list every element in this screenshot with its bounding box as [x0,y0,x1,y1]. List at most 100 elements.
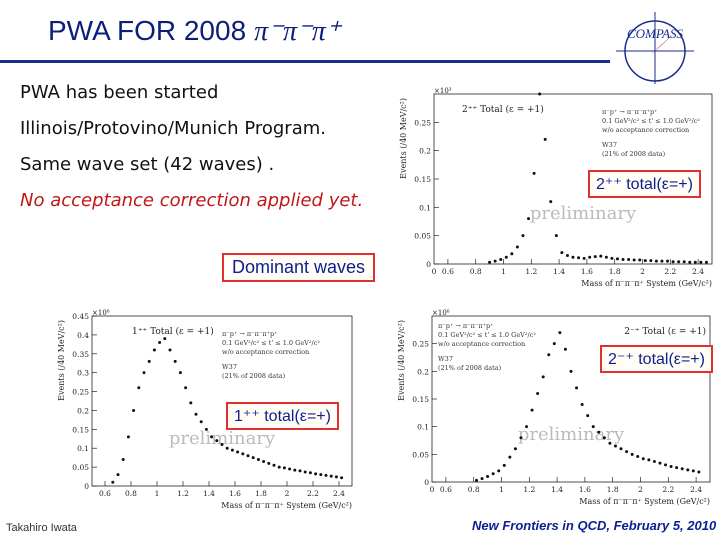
data-point [163,337,167,341]
data-point [142,371,146,375]
data-point [194,412,198,416]
y-tick-label: 0.25 [412,340,429,349]
data-point [641,457,645,461]
data-point [319,473,323,477]
y-tick-label: 0 [426,260,431,269]
data-point [525,425,529,429]
data-point [488,260,492,264]
data-point [558,331,562,335]
data-point [132,408,136,412]
y-tick-label: 0.05 [414,232,431,241]
data-point [502,463,506,467]
data-point [256,458,260,462]
plot-2mp: ×10⁶ 0 0.05 0.1 0.15 0.2 0.25 0 0.6 0.8 1 1.2 1.4 1.6… [394,306,716,512]
data-point [168,348,172,352]
x-tick-label: 2.2 [307,489,319,498]
data-point [571,255,575,259]
data-point [519,436,523,440]
data-point [549,200,553,204]
legend-entry: (21% of 2008 data) [602,150,666,158]
x-tick-label: 2.2 [662,485,674,494]
badge-2pp: 2⁺⁺ total(ε=+) [588,170,701,198]
data-point [111,480,115,484]
data-point [225,446,229,450]
data-point [680,467,684,471]
x-tick-label: 0 [432,267,437,276]
data-point [189,401,193,405]
x-axis-label: Mass of π⁻π⁻π⁺ System (GeV/c²) [221,501,352,510]
badge-2mp: 2⁻⁺ total(ε=+) [600,345,713,373]
data-point [682,260,686,264]
y-axis-label: Events (/40 MeV/c²) [399,98,408,179]
y-tick-label: 0.15 [72,425,89,434]
data-point [173,359,177,363]
data-point [552,342,556,346]
data-point [627,257,631,261]
data-point [669,465,673,469]
data-point [184,386,188,390]
y-tick-label: 0.1 [417,423,429,432]
legend-entry: 0.1 GeV²/c² ≤ t' ≤ 1.0 GeV²/c² [602,117,700,125]
data-point [204,427,208,431]
data-point [636,455,640,459]
legend-entry: w/o acceptance correction [602,126,689,134]
data-point [236,450,240,454]
x-tick-label: 2.4 [690,485,702,494]
preliminary-watermark: preliminary [169,428,276,449]
x-tick-label: 1.8 [609,267,621,276]
data-point [210,435,214,439]
data-point [619,447,623,451]
data-point [647,458,651,462]
x-tick-label: 1 [155,489,160,498]
y-tick-label: 0.45 [72,312,89,321]
y-tick-label: 0.25 [72,388,89,397]
data-point [652,460,656,464]
x-tick-label: 2.2 [664,267,676,276]
data-point [625,450,629,454]
x-tick-label: 0.6 [440,485,452,494]
legend-entry: 0.1 GeV²/c² ≤ t' ≤ 1.0 GeV²/c² [438,331,536,339]
legend-entry: (21% of 2008 data) [222,372,286,380]
text-line-2: Illinois/Protovino/Munich Program. [20,118,326,139]
legend-entry: π⁻p⁺ → π⁻π⁻π⁺p⁺ [438,322,494,330]
legend-entry: W37 [222,363,237,371]
data-point [486,474,490,478]
data-point [521,234,525,238]
data-point [563,347,567,351]
data-point [597,430,601,434]
data-point [491,472,495,476]
data-point [691,469,695,473]
x-tick-label: 1.4 [551,485,563,494]
data-point [649,259,653,263]
x-tick-label: 1.4 [553,267,565,276]
data-point [527,217,531,221]
compass-logo: COMPASS [616,12,694,90]
legend-entry: W37 [438,355,453,363]
legend-entry: 0.1 GeV²/c² ≤ t' ≤ 1.0 GeV²/c² [222,339,320,347]
text-line-note: No acceptance correction applied yet. [20,190,364,211]
data-point [565,254,569,257]
y-exponent: ×10³ [434,87,452,95]
data-point [126,435,130,439]
x-tick-label: 2.4 [692,267,704,276]
x-tick-label: 1.6 [579,485,591,494]
data-point [116,473,120,477]
y-tick-label: 0.05 [412,450,429,459]
data-point [697,470,701,474]
data-point [241,452,245,456]
data-point [282,466,286,470]
x-tick-label: 0.8 [468,485,480,494]
preliminary-watermark: preliminary [518,424,625,445]
data-point [577,256,581,260]
data-point [630,452,634,456]
data-point [543,137,547,141]
y-tick-label: 0.4 [77,331,89,340]
x-tick-label: 0.6 [99,489,111,498]
preliminary-watermark: preliminary [530,203,637,224]
data-point [599,254,603,258]
text-line-3: Same wave set (42 waves) . [20,154,275,175]
data-point [560,251,564,255]
data-point [602,436,606,440]
data-point [671,260,675,264]
legend-entry: w/o acceptance correction [438,340,525,348]
